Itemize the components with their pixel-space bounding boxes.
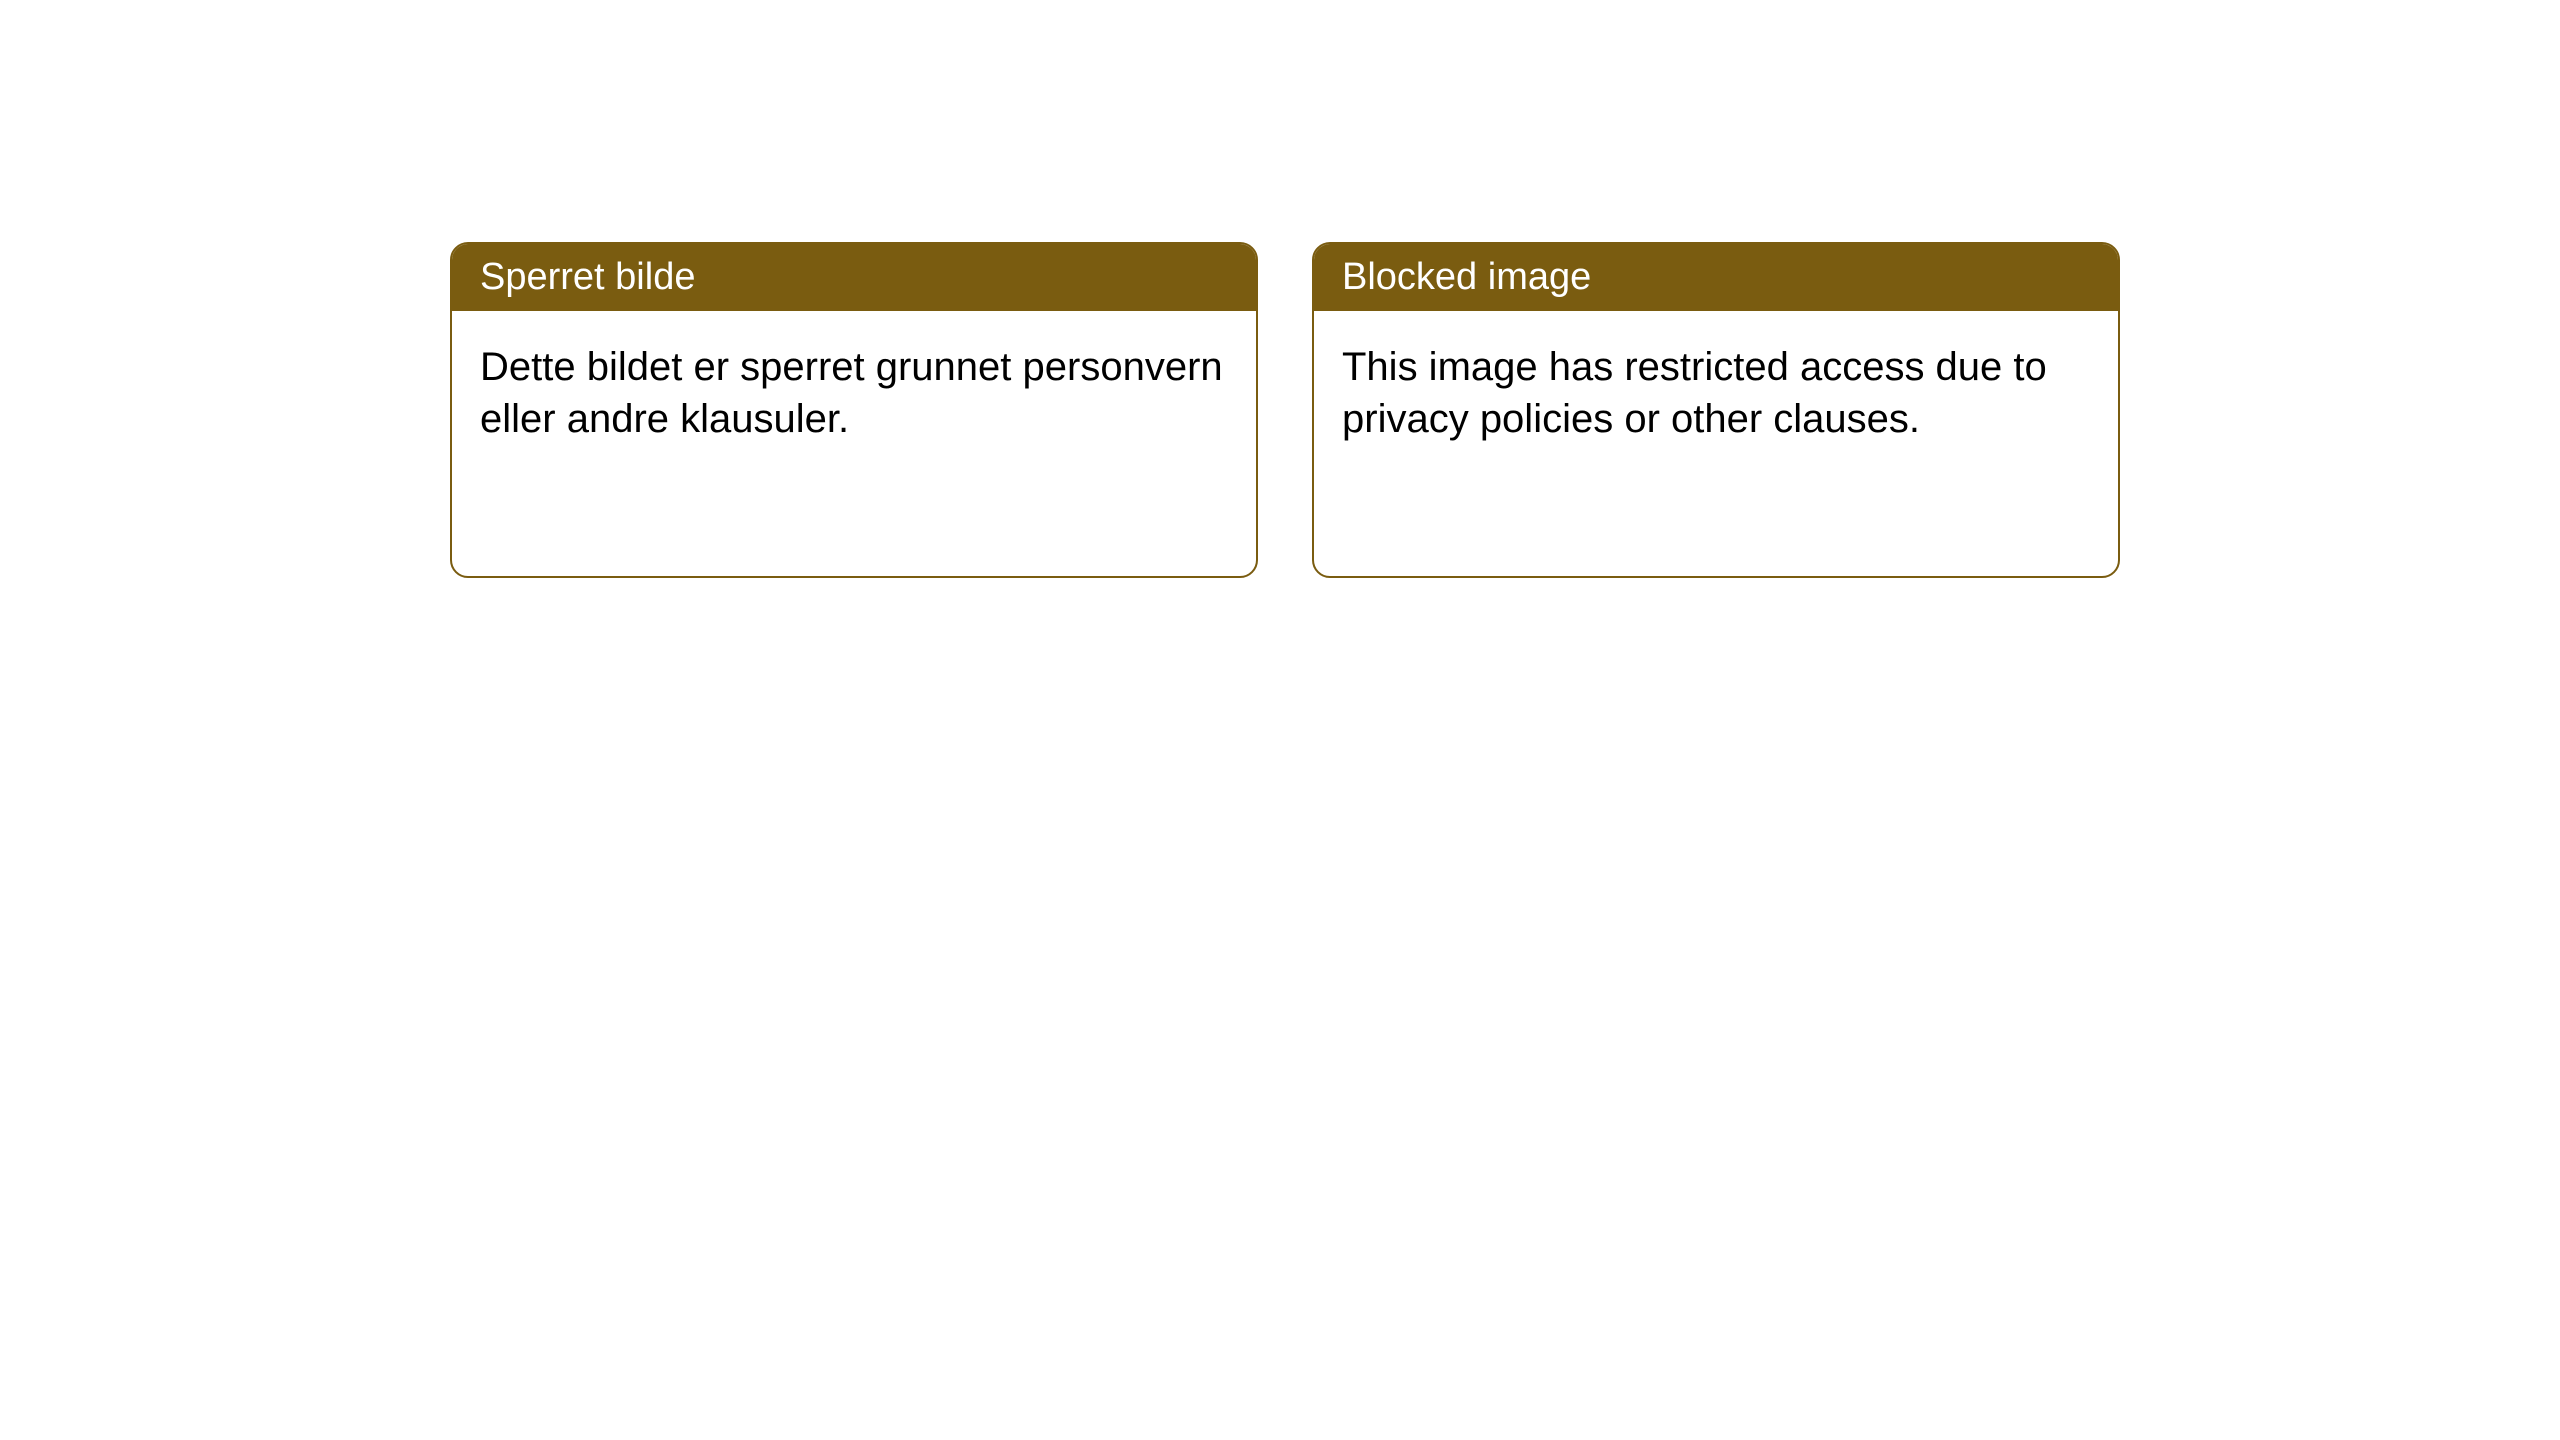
card-header: Blocked image [1314,244,2118,311]
card-header: Sperret bilde [452,244,1256,311]
card-body: Dette bildet er sperret grunnet personve… [452,311,1256,475]
card-body-text: Dette bildet er sperret grunnet personve… [480,345,1223,441]
card-title: Blocked image [1342,256,1591,298]
blocked-image-card-norwegian: Sperret bilde Dette bildet er sperret gr… [450,242,1258,578]
card-body: This image has restricted access due to … [1314,311,2118,475]
card-title: Sperret bilde [480,256,695,298]
card-body-text: This image has restricted access due to … [1342,345,2047,441]
notice-container: Sperret bilde Dette bildet er sperret gr… [0,0,2560,578]
blocked-image-card-english: Blocked image This image has restricted … [1312,242,2120,578]
